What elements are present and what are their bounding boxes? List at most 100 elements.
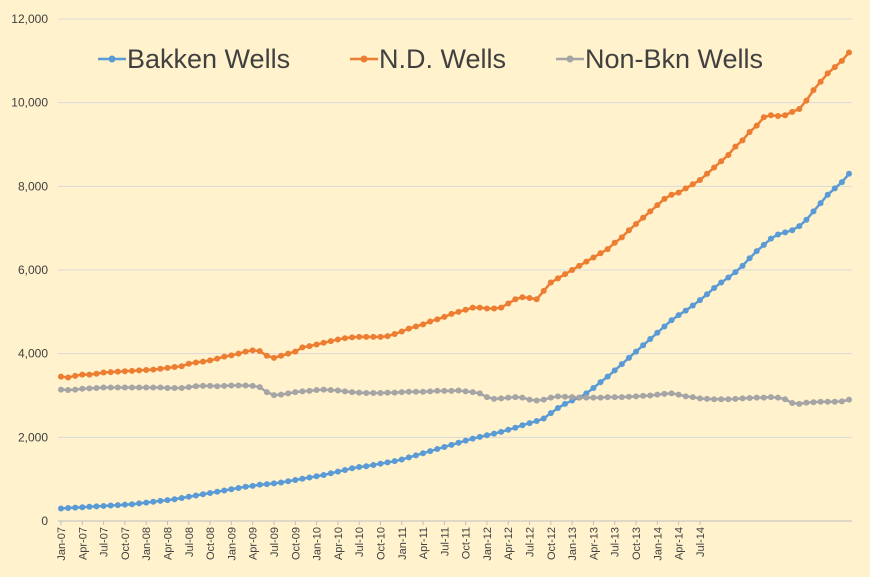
data-point bbox=[739, 395, 746, 402]
data-point bbox=[775, 113, 782, 120]
x-tick-label: Jul-07 bbox=[99, 527, 111, 557]
legend-label: N.D. Wells bbox=[379, 44, 506, 74]
data-point bbox=[412, 452, 419, 459]
data-point bbox=[270, 480, 277, 487]
data-point bbox=[278, 479, 285, 486]
data-point bbox=[831, 185, 838, 192]
y-tick-label: 4,000 bbox=[18, 347, 48, 361]
x-tick-label: Apr-10 bbox=[333, 527, 345, 560]
data-point bbox=[370, 461, 377, 468]
data-point bbox=[107, 384, 114, 391]
data-point bbox=[93, 370, 100, 377]
data-point bbox=[86, 371, 93, 378]
data-point bbox=[299, 344, 306, 351]
data-point bbox=[86, 503, 93, 510]
data-point bbox=[292, 389, 299, 396]
data-point bbox=[235, 382, 242, 389]
data-point bbox=[554, 405, 561, 412]
data-point bbox=[838, 179, 845, 186]
data-point bbox=[782, 229, 789, 236]
data-point bbox=[576, 394, 583, 401]
data-point bbox=[391, 458, 398, 465]
data-point bbox=[434, 316, 441, 323]
data-point bbox=[803, 97, 810, 104]
data-point bbox=[72, 372, 79, 379]
data-point bbox=[185, 360, 192, 367]
data-point bbox=[398, 328, 405, 335]
data-point bbox=[157, 497, 164, 504]
data-point bbox=[420, 450, 427, 457]
data-point bbox=[334, 336, 341, 343]
data-point bbox=[285, 350, 292, 357]
data-point bbox=[611, 367, 618, 374]
data-point bbox=[114, 368, 121, 375]
data-point bbox=[732, 395, 739, 402]
data-point bbox=[455, 439, 462, 446]
data-point bbox=[469, 304, 476, 311]
x-tick-label: Jul-13 bbox=[610, 527, 622, 557]
data-point bbox=[562, 393, 569, 400]
data-point bbox=[377, 460, 384, 467]
data-point bbox=[100, 502, 107, 509]
data-point bbox=[242, 382, 249, 389]
data-point bbox=[349, 334, 356, 341]
data-point bbox=[562, 400, 569, 407]
x-tick-label: Jan-08 bbox=[141, 527, 153, 561]
x-tick-label: Oct-12 bbox=[546, 527, 558, 560]
data-point bbox=[199, 358, 206, 365]
data-point bbox=[107, 502, 114, 509]
data-point bbox=[86, 385, 93, 392]
data-point bbox=[491, 430, 498, 437]
data-point bbox=[512, 296, 519, 303]
data-point bbox=[136, 384, 143, 391]
data-point bbox=[235, 350, 242, 357]
data-point bbox=[718, 158, 725, 165]
data-point bbox=[412, 388, 419, 395]
x-tick-label: Jul-12 bbox=[525, 527, 537, 557]
data-point bbox=[157, 384, 164, 391]
data-point bbox=[121, 501, 128, 508]
data-point bbox=[93, 384, 100, 391]
data-point bbox=[618, 234, 625, 241]
x-tick-label: Jan-14 bbox=[652, 527, 664, 561]
data-point bbox=[469, 389, 476, 396]
x-tick-label: Jan-10 bbox=[312, 527, 324, 561]
data-point bbox=[640, 392, 647, 399]
data-point bbox=[164, 364, 171, 371]
data-point bbox=[597, 394, 604, 401]
data-point bbox=[363, 463, 370, 470]
data-point bbox=[526, 295, 533, 302]
data-point bbox=[512, 394, 519, 401]
data-point bbox=[711, 396, 718, 403]
data-point bbox=[306, 343, 313, 350]
data-point bbox=[739, 137, 746, 144]
data-point bbox=[505, 300, 512, 307]
data-point bbox=[128, 367, 135, 374]
x-tick-label: Jul-11 bbox=[439, 527, 451, 556]
data-point bbox=[441, 443, 448, 450]
data-point bbox=[789, 227, 796, 234]
data-point bbox=[207, 357, 214, 364]
data-point bbox=[313, 341, 320, 348]
data-point bbox=[846, 396, 852, 403]
data-point bbox=[476, 390, 483, 397]
data-point bbox=[547, 279, 554, 286]
data-point bbox=[171, 496, 178, 503]
data-point bbox=[597, 379, 604, 386]
x-tick-label: Apr-14 bbox=[674, 527, 686, 560]
data-point bbox=[263, 352, 270, 359]
data-point bbox=[398, 456, 405, 463]
data-point bbox=[654, 329, 661, 336]
data-point bbox=[718, 279, 725, 286]
data-point bbox=[100, 384, 107, 391]
data-point bbox=[668, 191, 675, 198]
data-point bbox=[214, 383, 221, 390]
x-tick-label: Apr-07 bbox=[77, 527, 89, 560]
data-point bbox=[100, 369, 107, 376]
data-point bbox=[228, 486, 235, 493]
data-point bbox=[72, 386, 79, 393]
series-line-2 bbox=[60, 384, 850, 406]
data-point bbox=[412, 323, 419, 330]
